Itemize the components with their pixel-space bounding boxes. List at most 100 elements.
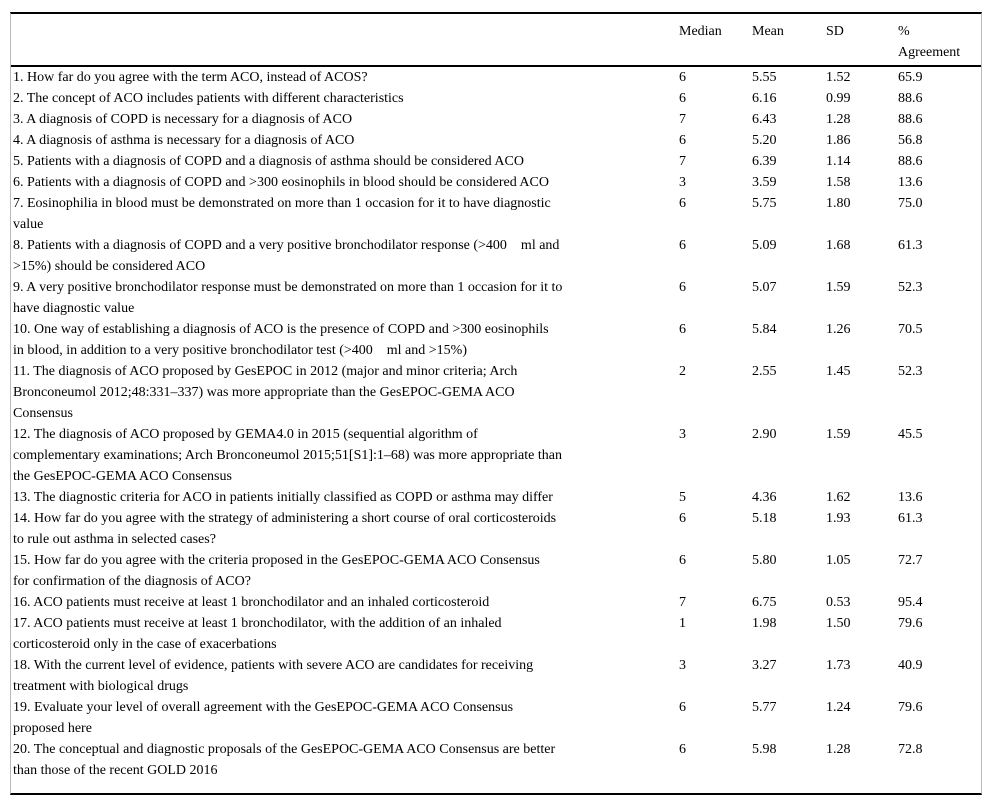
median-cell: 7 — [679, 112, 686, 127]
mean-cell: 3.59 — [752, 175, 777, 190]
agreement-cell: 88.6 — [898, 112, 923, 127]
delphi-results-table: Median Mean SD % Agreement 1. How far do… — [10, 12, 982, 795]
mean-cell: 6.16 — [752, 91, 777, 106]
agreement-cell: 61.3 — [898, 238, 923, 253]
table-row: 14. How far do you agree with the strate… — [11, 508, 981, 550]
mean-cell: 5.09 — [752, 238, 777, 253]
results-table: Median Mean SD % Agreement 1. How far do… — [11, 14, 981, 781]
statement-cell: 15. How far do you agree with the criter… — [13, 553, 540, 589]
agreement-cell: 13.6 — [898, 175, 923, 190]
sd-cell: 1.59 — [826, 280, 851, 295]
table-row: 10. One way of establishing a diagnosis … — [11, 319, 981, 361]
table-row: 12. The diagnosis of ACO proposed by GEM… — [11, 424, 981, 487]
median-cell: 3 — [679, 175, 686, 190]
median-cell: 1 — [679, 616, 686, 631]
mean-cell: 6.39 — [752, 154, 777, 169]
agreement-cell: 88.6 — [898, 154, 923, 169]
table-row: 5. Patients with a diagnosis of COPD and… — [11, 151, 981, 172]
table-row: 18. With the current level of evidence, … — [11, 655, 981, 697]
statement-cell: 13. The diagnostic criteria for ACO in p… — [13, 490, 553, 505]
sd-cell: 1.05 — [826, 553, 851, 568]
mean-cell: 2.90 — [752, 427, 777, 442]
header-row: Median Mean SD % Agreement — [11, 14, 981, 67]
statement-cell: 14. How far do you agree with the strate… — [13, 511, 557, 547]
agreement-cell: 72.8 — [898, 742, 923, 757]
mean-cell: 5.55 — [752, 70, 777, 85]
statement-cell: 18. With the current level of evidence, … — [13, 658, 534, 694]
mean-cell: 1.98 — [752, 616, 777, 631]
statement-cell: 12. The diagnosis of ACO proposed by GEM… — [13, 427, 562, 484]
table-row: 20. The conceptual and diagnostic propos… — [11, 739, 981, 781]
col-header-mean: Mean — [752, 14, 826, 67]
agreement-cell: 95.4 — [898, 595, 923, 610]
col-header-statement — [11, 14, 679, 67]
statement-cell: 6. Patients with a diagnosis of COPD and… — [13, 175, 549, 190]
col-header-agreement: % Agreement — [898, 14, 981, 67]
agreement-cell: 75.0 — [898, 196, 923, 211]
agreement-cell: 72.7 — [898, 553, 923, 568]
sd-cell: 1.73 — [826, 658, 851, 673]
median-cell: 5 — [679, 490, 686, 505]
table-row: 4. A diagnosis of asthma is necessary fo… — [11, 130, 981, 151]
median-cell: 6 — [679, 133, 686, 148]
median-cell: 6 — [679, 742, 686, 757]
statement-cell: 2. The concept of ACO includes patients … — [13, 91, 404, 106]
median-cell: 2 — [679, 364, 686, 379]
sd-cell: 1.24 — [826, 700, 851, 715]
sd-cell: 1.59 — [826, 427, 851, 442]
table-row: 17. ACO patients must receive at least 1… — [11, 613, 981, 655]
table-row: 1. How far do you agree with the term AC… — [11, 66, 981, 88]
agreement-cell: 79.6 — [898, 700, 923, 715]
table-row: 11. The diagnosis of ACO proposed by Ges… — [11, 361, 981, 424]
median-cell: 6 — [679, 238, 686, 253]
median-cell: 3 — [679, 658, 686, 673]
statement-cell: 17. ACO patients must receive at least 1… — [13, 616, 502, 652]
table-row: 19. Evaluate your level of overall agree… — [11, 697, 981, 739]
mean-cell: 5.07 — [752, 280, 777, 295]
statement-cell: 10. One way of establishing a diagnosis … — [13, 322, 549, 358]
statement-cell: 4. A diagnosis of asthma is necessary fo… — [13, 133, 355, 148]
statement-cell: 3. A diagnosis of COPD is necessary for … — [13, 112, 353, 127]
agreement-cell: 52.3 — [898, 364, 923, 379]
agreement-cell: 70.5 — [898, 322, 923, 337]
statement-cell: 11. The diagnosis of ACO proposed by Ges… — [13, 364, 518, 421]
sd-cell: 1.62 — [826, 490, 851, 505]
table-body: 1. How far do you agree with the term AC… — [11, 66, 981, 781]
median-cell: 6 — [679, 553, 686, 568]
table-row: 8. Patients with a diagnosis of COPD and… — [11, 235, 981, 277]
median-cell: 6 — [679, 700, 686, 715]
sd-cell: 1.52 — [826, 70, 851, 85]
median-cell: 3 — [679, 427, 686, 442]
statement-cell: 20. The conceptual and diagnostic propos… — [13, 742, 556, 778]
statement-cell: 7. Eosinophilia in blood must be demonst… — [13, 196, 551, 232]
mean-cell: 5.75 — [752, 196, 777, 211]
statement-cell: 9. A very positive bronchodilator respon… — [13, 280, 563, 316]
sd-cell: 0.99 — [826, 91, 851, 106]
agreement-cell: 13.6 — [898, 490, 923, 505]
sd-cell: 1.28 — [826, 112, 851, 127]
statement-cell: 19. Evaluate your level of overall agree… — [13, 700, 514, 736]
mean-cell: 5.18 — [752, 511, 777, 526]
table-row: 9. A very positive bronchodilator respon… — [11, 277, 981, 319]
sd-cell: 1.68 — [826, 238, 851, 253]
mean-cell: 5.20 — [752, 133, 777, 148]
table-row: 2. The concept of ACO includes patients … — [11, 88, 981, 109]
median-cell: 6 — [679, 196, 686, 211]
sd-cell: 1.26 — [826, 322, 851, 337]
agreement-cell: 79.6 — [898, 616, 923, 631]
statement-cell: 8. Patients with a diagnosis of COPD and… — [13, 238, 560, 274]
mean-cell: 6.43 — [752, 112, 777, 127]
mean-cell: 3.27 — [752, 658, 777, 673]
agreement-cell: 52.3 — [898, 280, 923, 295]
mean-cell: 5.77 — [752, 700, 777, 715]
table-row: 7. Eosinophilia in blood must be demonst… — [11, 193, 981, 235]
agreement-cell: 61.3 — [898, 511, 923, 526]
mean-cell: 2.55 — [752, 364, 777, 379]
sd-cell: 0.53 — [826, 595, 851, 610]
mean-cell: 5.80 — [752, 553, 777, 568]
col-header-median: Median — [679, 14, 752, 67]
statement-cell: 16. ACO patients must receive at least 1… — [13, 595, 490, 610]
table-row: 6. Patients with a diagnosis of COPD and… — [11, 172, 981, 193]
agreement-cell: 56.8 — [898, 133, 923, 148]
agreement-cell: 65.9 — [898, 70, 923, 85]
